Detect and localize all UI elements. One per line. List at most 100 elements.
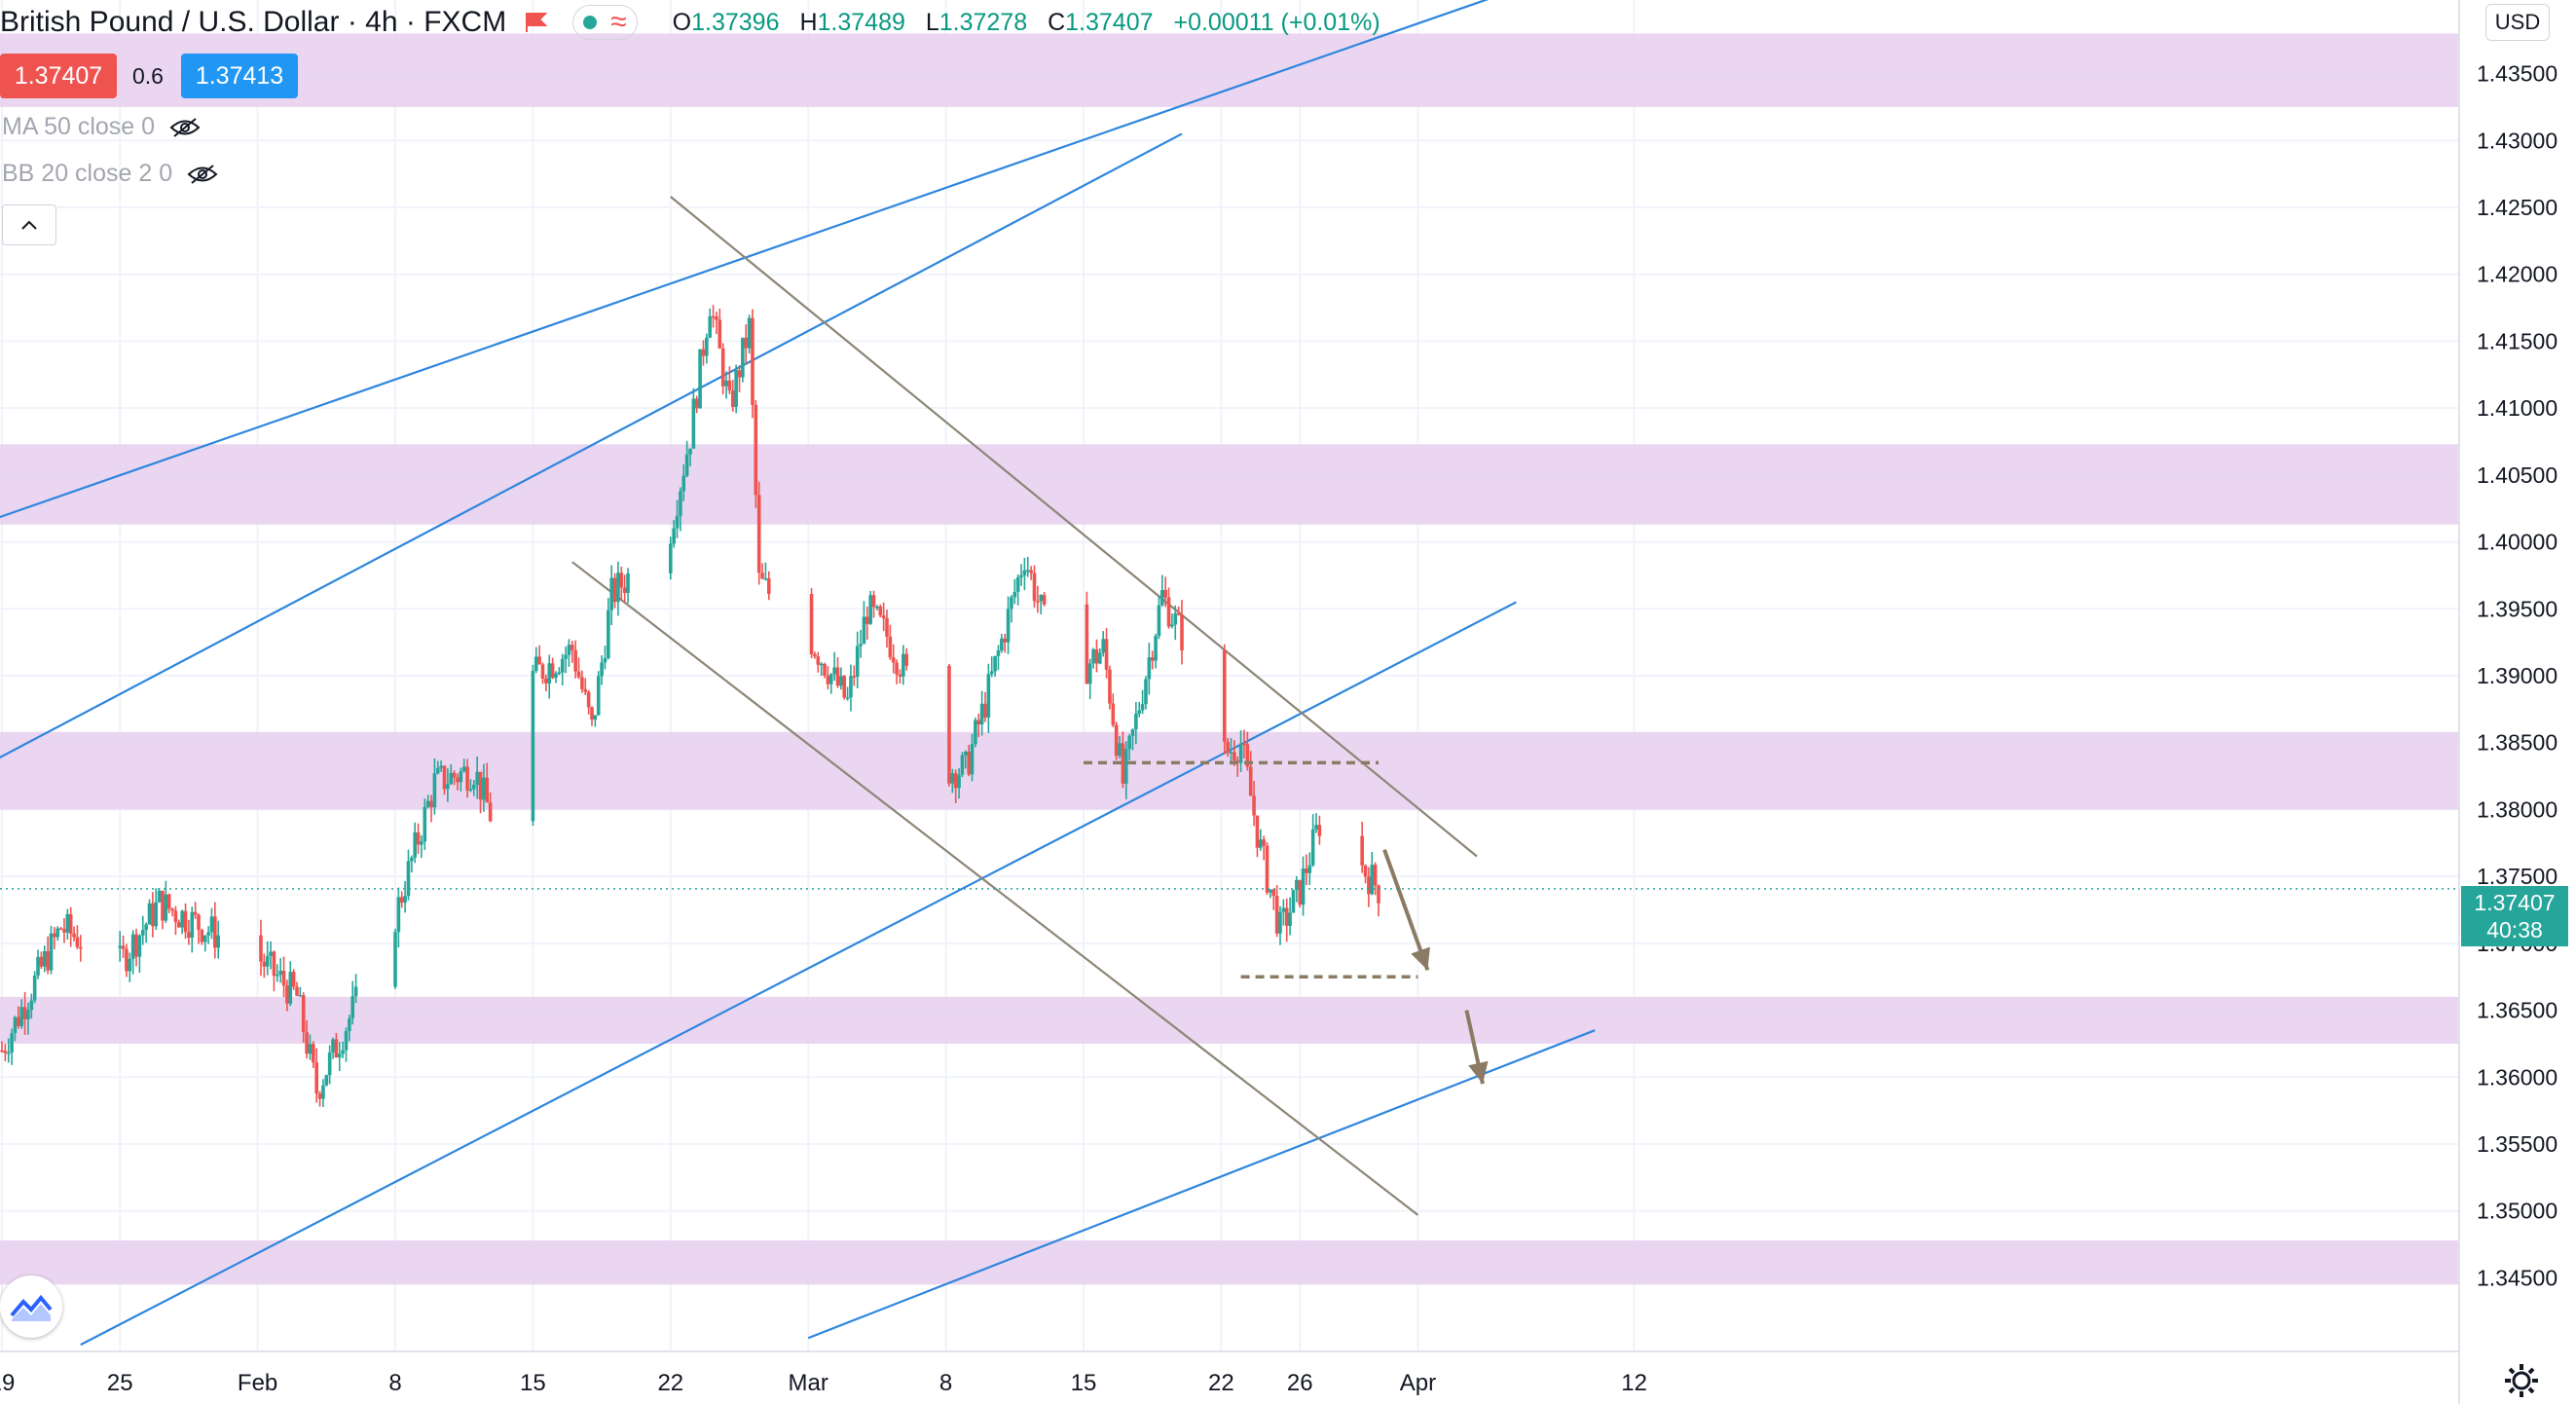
time-tick-label: 8 — [388, 1370, 401, 1396]
logo-icon — [10, 1294, 53, 1321]
candle-body — [161, 890, 165, 921]
candle-body — [446, 784, 450, 790]
price-tick-label: 1.41500 — [2477, 328, 2558, 353]
candle-body — [891, 657, 896, 663]
sell-button[interactable]: 1.37407 — [0, 54, 117, 98]
candle-body — [49, 933, 54, 971]
candle-body — [170, 908, 174, 911]
candle-body — [570, 645, 574, 650]
candle-body — [1118, 743, 1122, 757]
candle-body — [1022, 570, 1027, 575]
candle-body — [295, 986, 299, 996]
candle-body — [327, 1052, 332, 1076]
candle-body — [291, 972, 296, 987]
candle-body — [1042, 594, 1047, 605]
collapse-legend-button[interactable] — [2, 204, 56, 245]
candle-body — [1087, 663, 1092, 684]
candle-body — [711, 315, 716, 318]
candle-body — [334, 1039, 339, 1058]
candle-body — [177, 922, 181, 928]
time-tick-label: 22 — [657, 1370, 683, 1396]
market-status-pill[interactable]: ≈ — [572, 5, 638, 40]
last-price-value: 1.37407 — [2474, 890, 2556, 915]
candle-body — [875, 606, 879, 609]
candle-body — [0, 1050, 4, 1053]
horizontal-gridlines — [0, 72, 2459, 1279]
candle-body — [1271, 889, 1276, 897]
candle-body — [1104, 639, 1109, 670]
last-price-label: 1.37407 40:38 — [2461, 886, 2568, 946]
candle-body — [281, 970, 286, 986]
ohlc-low: 1.37278 — [938, 8, 1028, 36]
candle-body — [1114, 724, 1119, 757]
indicator-ma-label: MA 50 close 0 — [2, 113, 156, 140]
candle-body — [305, 1032, 309, 1054]
candle-body — [616, 573, 620, 603]
candle-body — [741, 337, 745, 378]
candle-body — [964, 752, 968, 756]
candle-body — [65, 913, 70, 933]
candle-body — [403, 896, 407, 904]
candle-body — [898, 674, 902, 677]
candle-body — [957, 774, 961, 789]
candle-body — [488, 802, 493, 822]
candle-body — [144, 924, 148, 931]
time-tick-label: 22 — [1208, 1370, 1234, 1396]
candle-body — [308, 1044, 313, 1054]
flag-icon[interactable] — [524, 11, 549, 34]
hidden-eye-icon[interactable] — [186, 164, 219, 185]
gear-icon[interactable] — [2502, 1361, 2541, 1400]
candle-body — [751, 317, 754, 405]
candle-body — [1121, 743, 1125, 784]
candle-body — [865, 616, 869, 624]
price-tick-label: 1.37500 — [2477, 864, 2558, 889]
candle-body — [134, 934, 138, 957]
currency-button[interactable]: USD — [2485, 4, 2550, 41]
candle-body — [1039, 594, 1044, 602]
candle-body — [79, 946, 83, 949]
indicator-ma[interactable]: MA 50 close 0 — [2, 113, 202, 141]
candle-body — [154, 902, 159, 927]
candle-body — [17, 1016, 20, 1026]
interval[interactable]: 4h — [365, 6, 398, 38]
candle-body — [209, 916, 214, 933]
candle-body — [1140, 704, 1145, 711]
candle-body — [826, 675, 830, 684]
candle-body — [449, 772, 454, 785]
candle-body — [410, 857, 414, 862]
candle-body — [855, 646, 860, 678]
candle-body — [298, 995, 303, 997]
candle-body — [557, 672, 562, 675]
candle-body — [832, 667, 836, 675]
candle-body — [839, 676, 843, 686]
indicator-bb[interactable]: BB 20 close 2 0 — [2, 160, 219, 188]
candle-body — [429, 800, 433, 808]
candle-body — [1130, 729, 1135, 736]
candle-body — [583, 688, 588, 692]
hidden-eye-icon[interactable] — [168, 117, 202, 138]
price-tick-label: 1.40500 — [2477, 462, 2558, 488]
buy-button[interactable]: 1.37413 — [181, 54, 298, 98]
candle-body — [42, 950, 47, 967]
tradingview-logo[interactable] — [0, 1275, 62, 1338]
candle-body — [269, 951, 273, 956]
candle-body — [1137, 710, 1142, 714]
candle-body — [1314, 825, 1318, 830]
candle-body — [1176, 612, 1181, 615]
symbol-title[interactable]: British Pound / U.S. Dollar — [0, 6, 340, 38]
candle-body — [544, 678, 548, 684]
candle-body — [737, 370, 742, 378]
candle-body — [701, 349, 706, 356]
price-tick-label: 1.41000 — [2477, 395, 2558, 421]
candle-body — [1317, 825, 1322, 836]
candle-body — [324, 1075, 329, 1086]
candle-body — [321, 1085, 325, 1099]
candle-body — [1134, 713, 1138, 730]
candle-body — [1000, 638, 1004, 651]
sr-zone — [0, 33, 2459, 107]
candle-body — [1123, 749, 1128, 784]
candle-body — [1255, 815, 1260, 848]
candle-body — [435, 767, 440, 774]
candle-body — [68, 913, 73, 934]
